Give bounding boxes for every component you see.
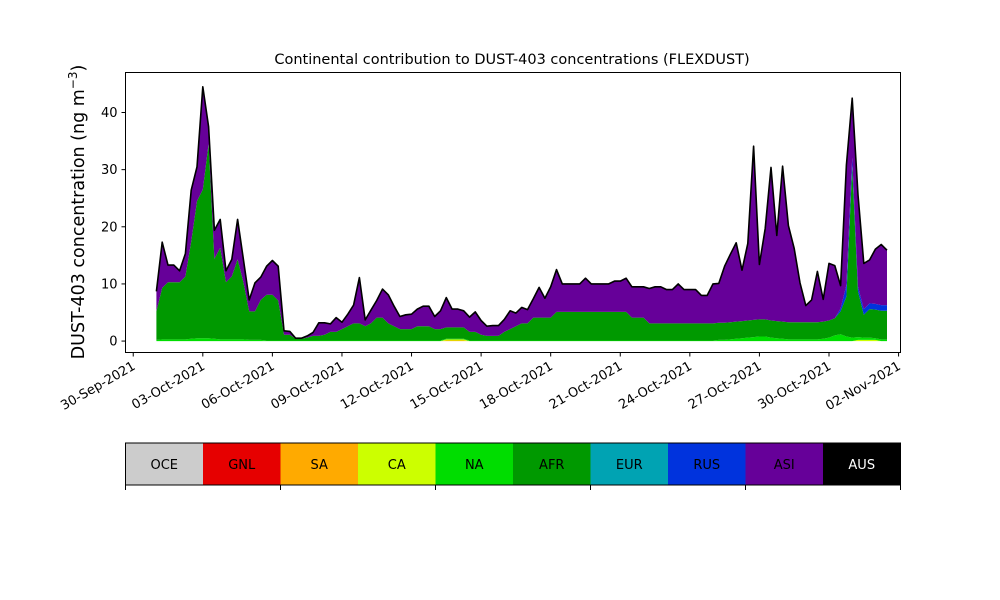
colorbar-cell-rus: [668, 443, 746, 485]
area-asi: [156, 86, 887, 339]
colorbar-label-ca: CA: [388, 458, 406, 473]
y-tick-label: 30: [101, 163, 118, 178]
x-tick-label: 03-Oct-2021: [129, 359, 207, 413]
colorbar-cell-aus: [823, 443, 901, 485]
x-tick-label: 15-Oct-2021: [408, 359, 486, 413]
colorbar-label-afr: AFR: [539, 458, 564, 473]
y-tick-label: 10: [101, 277, 118, 292]
axes-frame: [125, 72, 901, 353]
colorbar-label-na: NA: [465, 458, 484, 473]
x-tick-label: 30-Sep-2021: [58, 359, 138, 414]
colorbar-cell-sa: [280, 443, 359, 485]
colorbar-frame: [125, 442, 901, 486]
y-tick-label: 20: [101, 220, 118, 235]
x-tick-label: 24-Oct-2021: [616, 359, 694, 413]
x-tick-label: 12-Oct-2021: [338, 359, 416, 413]
colorbar-cell-oce: [125, 443, 204, 485]
colorbar-cell-asi: [745, 443, 824, 485]
x-tick-label: 30-Oct-2021: [756, 359, 834, 413]
colorbar-cell-afr: [513, 443, 591, 485]
x-tick-label: 06-Oct-2021: [199, 359, 277, 413]
stacked-areas: [156, 86, 887, 342]
colorbar-label-sa: SA: [311, 458, 328, 473]
colorbar-label-asi: ASI: [774, 458, 795, 473]
colorbar-cell-na: [435, 443, 514, 485]
y-tick-label: 40: [101, 106, 118, 121]
x-axis: 30-Sep-202103-Oct-202106-Oct-202109-Oct-…: [58, 352, 904, 414]
colorbar-label-oce: OCE: [150, 458, 178, 473]
colorbar-legend: OCE GNL SA CA NA AFR EUR RUS ASI AUS: [125, 442, 901, 490]
colorbar-cell-eur: [590, 443, 669, 485]
colorbar-label-aus: AUS: [848, 458, 875, 473]
x-tick-label: 09-Oct-2021: [269, 359, 347, 413]
colorbar-label-gnl: GNL: [228, 458, 256, 473]
colorbar-cell-gnl: [203, 443, 281, 485]
y-tick-label: 0: [109, 335, 117, 350]
y-axis: 0 10 20 30 40: [101, 106, 126, 350]
y-axis-label-main: DUST-403 concentration (ng m: [69, 89, 89, 359]
x-tick-label: 02-Nov-2021: [823, 359, 903, 414]
y-axis-label-sup: −3: [66, 71, 80, 89]
chart-title: Continental contribution to DUST-403 con…: [274, 52, 749, 68]
colorbar-cell-ca: [358, 443, 436, 485]
x-tick-label: 27-Oct-2021: [686, 359, 764, 413]
colorbar-label-eur: EUR: [616, 458, 643, 473]
x-tick-label: 18-Oct-2021: [477, 359, 555, 413]
y-axis-label-close: ): [69, 65, 89, 72]
total-outline: [155, 86, 888, 339]
y-axis-label: DUST-403 concentration (ng m−3): [66, 65, 89, 360]
total-line: [155, 86, 888, 339]
area-afr: [156, 143, 887, 341]
colorbar-label-rus: RUS: [693, 458, 720, 473]
area-na: [156, 334, 887, 342]
x-tick-label: 21-Oct-2021: [547, 359, 625, 413]
